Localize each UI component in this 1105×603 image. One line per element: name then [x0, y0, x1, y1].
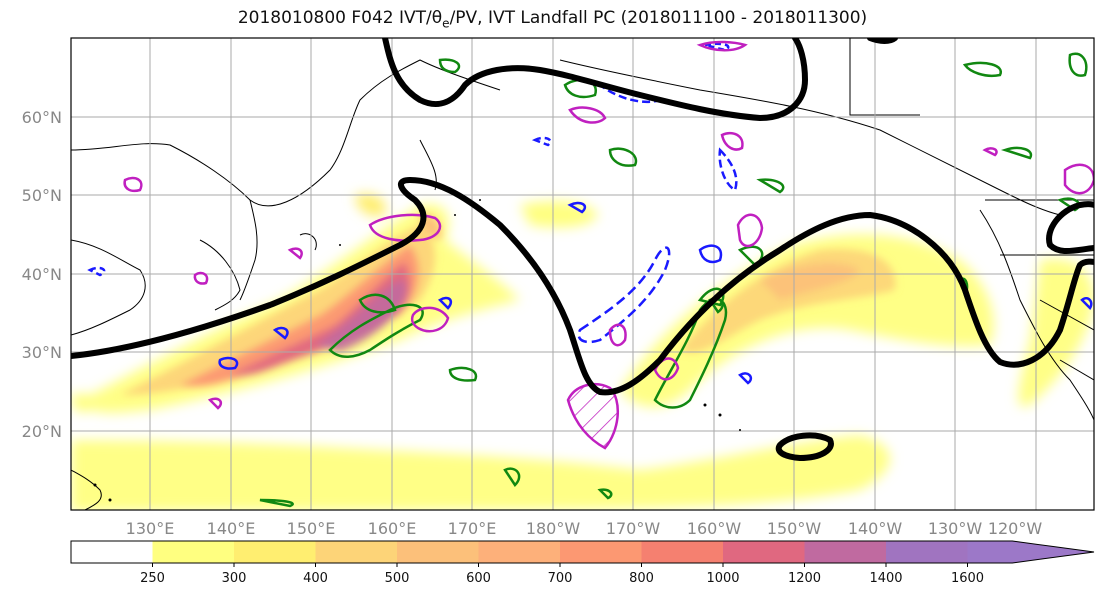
- colorbar-segment: [478, 541, 561, 563]
- lat-label: 30°N: [22, 343, 62, 362]
- colorbar-segment: [152, 541, 235, 563]
- lon-label: 170°E: [448, 519, 497, 538]
- colorbar-tick-label: 500: [385, 571, 410, 586]
- colorbar-segment: [234, 541, 316, 563]
- colorbar-tick-label: 1000: [706, 571, 739, 586]
- lon-label: 140°E: [207, 519, 256, 538]
- figure-title: 2018010800 F042 IVT/θe/PV, IVT Landfall …: [237, 8, 868, 31]
- colorbar-tick-label: 800: [629, 571, 654, 586]
- colorbar-tick-label: 1200: [788, 571, 821, 586]
- colorbar-segment: [315, 541, 398, 563]
- lon-label: 130°E: [126, 519, 175, 538]
- colorbar-tick-label: 1600: [951, 571, 984, 586]
- lon-label: 180°W: [526, 519, 581, 538]
- theta-e-contours: [259, 52, 1088, 508]
- lon-label: 150°W: [767, 519, 822, 538]
- jet-contours: [71, 38, 1094, 461]
- colorbar-segment: [641, 541, 724, 563]
- colorbar-outline: [70, 540, 1095, 564]
- colorbar: 250 300 400 500 600 700 800 1000 1200 1400 1600: [70, 540, 1095, 586]
- colorbar-segment: [886, 541, 968, 563]
- lon-label: 120°W: [988, 519, 1043, 538]
- colorbar-extend-arrow: [967, 541, 1094, 563]
- longitude-labels: 130°E 140°E 150°E 160°E 170°E 180°W 170°…: [126, 519, 1043, 538]
- lat-label: 20°N: [22, 422, 62, 441]
- islands: [93, 199, 741, 502]
- lat-label: 60°N: [22, 108, 62, 127]
- colorbar-segment: [804, 541, 887, 563]
- colorbar-tick-label: 1400: [869, 571, 902, 586]
- colorbar-segment: [397, 541, 479, 563]
- map-frame: [70, 37, 1095, 511]
- lat-label: 40°N: [22, 265, 62, 284]
- coastlines: [71, 38, 1094, 510]
- colorbar-tick-label: 700: [548, 571, 573, 586]
- lon-label: 140°W: [848, 519, 903, 538]
- colorbar-segment: [560, 541, 642, 563]
- latitude-labels: 60°N 50°N 40°N 30°N 20°N: [22, 108, 62, 441]
- colorbar-tick-label: 600: [466, 571, 491, 586]
- lon-label: 170°W: [606, 519, 661, 538]
- colorbar-tick-label: 250: [140, 571, 165, 586]
- lon-label: 160°E: [368, 519, 417, 538]
- lon-label: 150°E: [287, 519, 336, 538]
- lon-label: 160°W: [687, 519, 742, 538]
- colorbar-tick-label: 400: [303, 571, 328, 586]
- colorbar-segment: [71, 541, 153, 563]
- lon-label: 130°W: [928, 519, 983, 538]
- lat-label: 50°N: [22, 186, 62, 205]
- colorbar-tick-label: 300: [222, 571, 247, 586]
- colorbar-segment: [723, 541, 805, 563]
